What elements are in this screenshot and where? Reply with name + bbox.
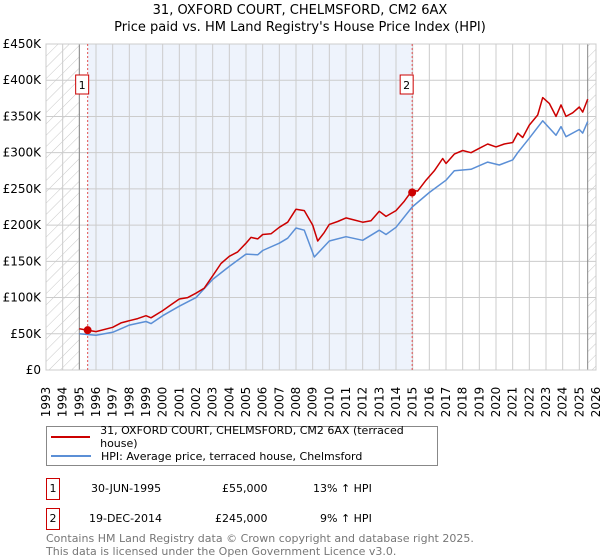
x-tick-label: 2026 bbox=[589, 387, 600, 418]
legend-swatch-red bbox=[51, 436, 91, 438]
x-tick-label: 2022 bbox=[522, 387, 536, 418]
y-tick-label: £450K bbox=[3, 37, 43, 51]
x-tick-label: 2023 bbox=[539, 387, 553, 418]
sale-badge: 1 bbox=[46, 478, 60, 500]
legend-label: HPI: Average price, terraced house, Chel… bbox=[101, 449, 363, 463]
x-tick-label: 2019 bbox=[472, 387, 486, 418]
y-tick-label: £300K bbox=[3, 146, 43, 160]
y-tick-label: £150K bbox=[3, 254, 43, 268]
plot-frame bbox=[45, 43, 597, 371]
x-tick-label: 1994 bbox=[56, 387, 70, 418]
footer-licence: This data is licensed under the Open Gov… bbox=[46, 545, 397, 558]
sale-badge: 2 bbox=[46, 508, 60, 530]
x-tick-label: 2020 bbox=[489, 387, 503, 418]
x-tick-label: 2005 bbox=[239, 387, 253, 418]
legend-swatch-blue bbox=[51, 455, 91, 457]
x-tick-label: 1993 bbox=[39, 387, 53, 418]
x-tick-label: 1999 bbox=[139, 387, 153, 418]
y-tick-label: £200K bbox=[3, 218, 43, 232]
x-tick-label: 2006 bbox=[256, 387, 270, 418]
sale-point bbox=[83, 326, 92, 335]
x-tick-label: 1998 bbox=[122, 387, 136, 418]
x-tick-label: 2000 bbox=[156, 387, 170, 418]
x-tick-label: 2018 bbox=[456, 387, 470, 418]
sale-row-2: 2 19-DEC-2014 £245,000 9% ↑ HPI bbox=[46, 508, 446, 530]
x-tick-label: 2017 bbox=[439, 387, 453, 418]
sale-date: 19-DEC-2014 bbox=[89, 512, 163, 525]
sale-point bbox=[408, 188, 417, 197]
x-tick-label: 2024 bbox=[556, 387, 570, 418]
sale-marker-label: 1 bbox=[79, 79, 86, 92]
sale-row-1: 1 30-JUN-1995 £55,000 13% ↑ HPI bbox=[46, 478, 446, 500]
chart-subtitle: Price paid vs. HM Land Registry's House … bbox=[114, 20, 486, 35]
legend-item-hpi: HPI: Average price, terraced house, Chel… bbox=[51, 448, 362, 464]
chart-title: 31, OXFORD COURT, CHELMSFORD, CM2 6AX bbox=[152, 3, 448, 18]
ownership-shade bbox=[87, 44, 413, 370]
sale-marker-badge bbox=[399, 74, 414, 95]
x-tick-label: 1996 bbox=[89, 387, 103, 418]
x-tick-label: 2001 bbox=[172, 387, 186, 418]
no-data-hatch-right bbox=[587, 44, 596, 370]
sale-price: £245,000 bbox=[215, 512, 268, 525]
sale-date: 30-JUN-1995 bbox=[91, 482, 162, 495]
x-tick-label: 2016 bbox=[422, 387, 436, 418]
hpi-line bbox=[79, 120, 589, 336]
x-tick-label: 2015 bbox=[406, 387, 420, 418]
property-price-line bbox=[79, 96, 589, 333]
legend-item-property: 31, OXFORD COURT, CHELMSFORD, CM2 6AX (t… bbox=[51, 424, 437, 450]
sale-hpi-diff: 9% ↑ HPI bbox=[320, 512, 372, 525]
sale-marker-label: 2 bbox=[403, 79, 410, 92]
x-tick-label: 2002 bbox=[189, 387, 203, 418]
y-tick-label: £100K bbox=[3, 291, 43, 305]
x-tick-label: 2008 bbox=[289, 387, 303, 418]
x-tick-label: 1995 bbox=[72, 387, 86, 418]
x-tick-label: 2012 bbox=[356, 387, 370, 418]
x-tick-label: 2021 bbox=[506, 387, 520, 418]
x-tick-label: 2013 bbox=[372, 387, 386, 418]
y-tick-label: £0 bbox=[26, 363, 41, 377]
sale-hpi-diff: 13% ↑ HPI bbox=[313, 482, 372, 495]
legend-label: 31, OXFORD COURT, CHELMSFORD, CM2 6AX (t… bbox=[100, 424, 404, 450]
y-tick-label: £400K bbox=[3, 73, 43, 87]
x-tick-label: 2010 bbox=[322, 387, 336, 418]
x-tick-label: 2007 bbox=[272, 387, 286, 418]
x-tick-label: 2004 bbox=[222, 387, 236, 418]
y-tick-label: £350K bbox=[3, 109, 43, 123]
x-tick-label: 2011 bbox=[339, 387, 353, 418]
y-tick-label: £250K bbox=[3, 182, 43, 196]
footer-copyright: Contains HM Land Registry data © Crown c… bbox=[46, 532, 474, 545]
x-tick-label: 2003 bbox=[206, 387, 220, 418]
y-tick-label: £50K bbox=[10, 327, 42, 341]
x-tick-label: 1997 bbox=[106, 387, 120, 418]
x-tick-label: 2025 bbox=[572, 387, 586, 418]
sale-marker-badge bbox=[75, 74, 90, 95]
line-chart: 1993 1994 1995 1996 1997 1998 1999 2000 2001 2002… bbox=[3, 37, 600, 418]
x-tick-label: 2009 bbox=[306, 387, 320, 418]
sale-price: £55,000 bbox=[222, 482, 268, 495]
chart-legend: 31, OXFORD COURT, CHELMSFORD, CM2 6AX (t… bbox=[46, 424, 438, 466]
x-tick-label: 2014 bbox=[389, 387, 403, 418]
